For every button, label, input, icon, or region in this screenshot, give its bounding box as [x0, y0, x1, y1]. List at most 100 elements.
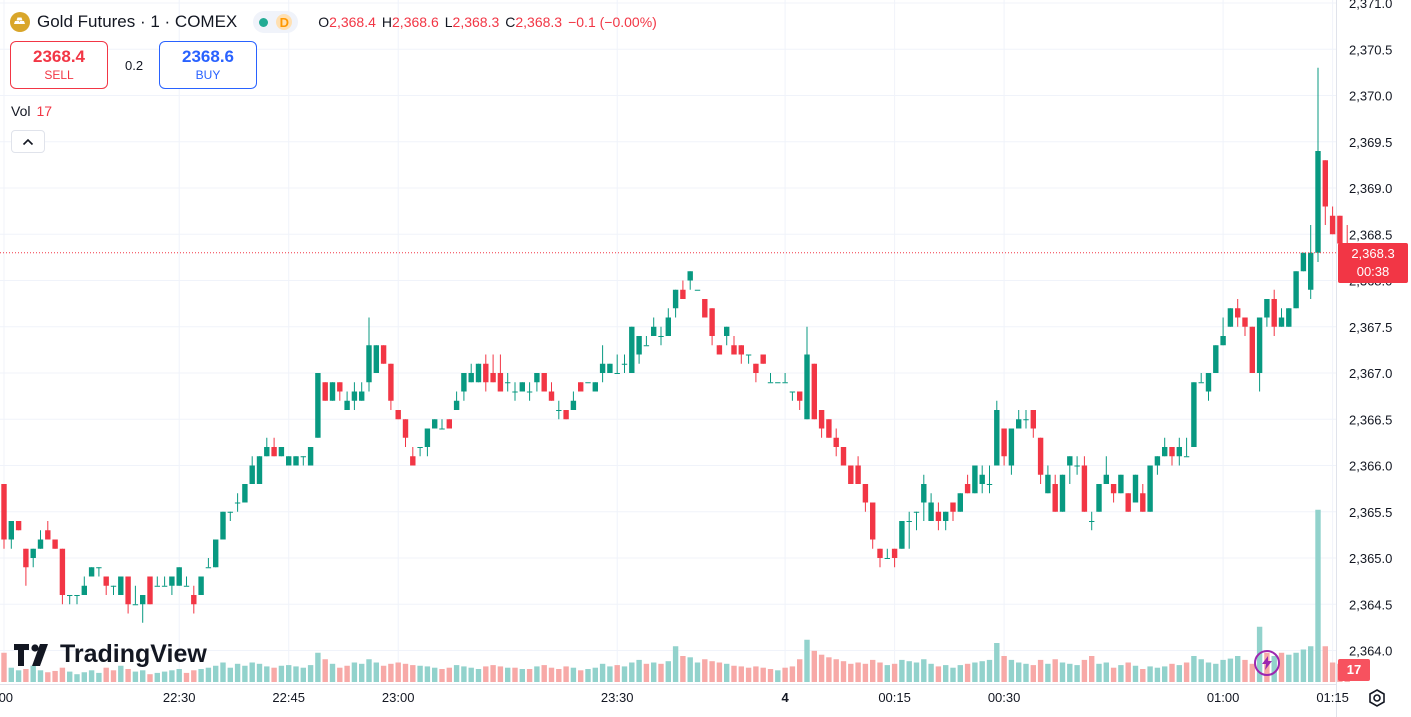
candle-body	[1337, 215, 1343, 244]
candle-body	[37, 539, 44, 549]
tradingview-logo[interactable]: TradingView	[14, 640, 207, 669]
price-axis-tick-label: 2,364.0	[1349, 644, 1392, 659]
volume-bar	[855, 662, 861, 682]
candle-body	[519, 382, 525, 392]
candle-body	[205, 567, 212, 569]
candle-body	[147, 576, 153, 605]
volume-bar	[870, 659, 876, 682]
price-axis-tick-label: 2,367.0	[1349, 366, 1392, 381]
candle-body	[651, 326, 657, 336]
volume-bar	[1235, 656, 1241, 682]
volume-bar	[23, 669, 29, 682]
candle-body	[475, 363, 482, 383]
candle-body	[607, 363, 613, 373]
candle-body	[96, 567, 102, 569]
candle-body	[132, 604, 139, 606]
candle-body	[249, 465, 255, 484]
buy-button[interactable]: 2368.6 BUY	[159, 41, 257, 89]
candle-body	[789, 391, 796, 393]
volume-bar	[52, 670, 58, 682]
candle-body	[1191, 382, 1197, 447]
candle-body	[366, 345, 372, 383]
volume-bar	[548, 667, 555, 682]
volume-bar	[351, 662, 358, 682]
volume-bar	[840, 661, 847, 682]
volume-bar	[833, 659, 839, 682]
candle-body	[1278, 317, 1285, 327]
symbol-title[interactable]: Gold Futures · 1 · COMEX	[37, 12, 238, 31]
volume-legend[interactable]: Vol 17	[11, 103, 52, 119]
candle-body	[242, 484, 248, 503]
candle-body	[1162, 447, 1168, 457]
lightning-event-icon[interactable]	[1254, 650, 1280, 676]
candle-body	[45, 530, 51, 540]
volume-bar	[629, 662, 635, 682]
candle-body	[1176, 447, 1182, 457]
candle-body	[592, 382, 598, 392]
volume-bar	[30, 665, 36, 682]
candle-body	[1220, 336, 1226, 346]
candle-body	[680, 289, 686, 299]
candle-body	[1001, 428, 1007, 457]
candle-body	[775, 382, 781, 384]
volume-bar	[110, 670, 117, 682]
volume-bar	[891, 663, 898, 682]
candle-body	[278, 447, 285, 457]
market-status-pill[interactable]: D	[253, 11, 299, 33]
candle-body	[1315, 151, 1321, 253]
volume-bar	[906, 661, 912, 682]
candle-body	[395, 410, 401, 420]
last-volume-label: 17	[1338, 659, 1370, 681]
candle-body	[957, 493, 963, 512]
price-axis-tick-label: 2,370.0	[1349, 89, 1392, 104]
volume-bar	[140, 670, 146, 682]
volume-bar	[709, 661, 715, 682]
candle-body	[1103, 474, 1109, 484]
volume-label: Vol	[11, 103, 31, 119]
candle-body	[614, 373, 620, 374]
volume-bar	[118, 665, 124, 682]
volume-bar	[541, 665, 547, 682]
sell-button[interactable]: 2368.4 SELL	[10, 41, 108, 89]
candle-body	[234, 502, 241, 504]
candle-body	[855, 465, 861, 484]
brand-name: TradingView	[60, 640, 207, 668]
volume-bar	[1198, 659, 1204, 682]
candle-body	[921, 484, 927, 503]
volume-bar	[15, 670, 22, 682]
time-axis-tick-label: 01:00	[1207, 690, 1240, 705]
volume-bar	[1242, 659, 1248, 682]
candle-body	[950, 502, 956, 512]
volume-bar	[621, 666, 628, 682]
collapse-legend-button[interactable]	[11, 130, 45, 153]
candle-body	[935, 511, 942, 521]
candle-body	[1183, 456, 1190, 458]
candle-body	[169, 576, 175, 586]
candle-body	[891, 548, 898, 558]
candle-body	[461, 373, 467, 392]
candle-body	[1023, 419, 1029, 421]
volume-bar	[198, 669, 204, 682]
candle-body	[118, 576, 124, 595]
candle-body	[599, 363, 606, 373]
candle-body	[264, 447, 270, 457]
volume-bar	[264, 666, 270, 682]
candle-body	[672, 289, 679, 309]
candle-body	[1329, 215, 1336, 235]
volume-bar	[1191, 656, 1197, 682]
volume-bar	[1096, 663, 1102, 682]
candle-body	[490, 373, 496, 383]
candle-body	[468, 373, 474, 383]
candle-body	[497, 373, 504, 392]
settings-gear-icon[interactable]	[1367, 688, 1387, 708]
ohlc-legend: O2,368.4 H2,368.6 L2,368.3 C2,368.3 −0.1…	[318, 14, 657, 30]
candle-body	[899, 521, 905, 549]
volume-bar	[483, 666, 489, 682]
volume-bar	[1089, 656, 1095, 682]
candle-body	[563, 410, 569, 420]
volume-bar	[672, 646, 679, 682]
candle-body	[1, 484, 7, 540]
volume-bar	[731, 665, 737, 682]
volume-bar	[1, 652, 7, 682]
